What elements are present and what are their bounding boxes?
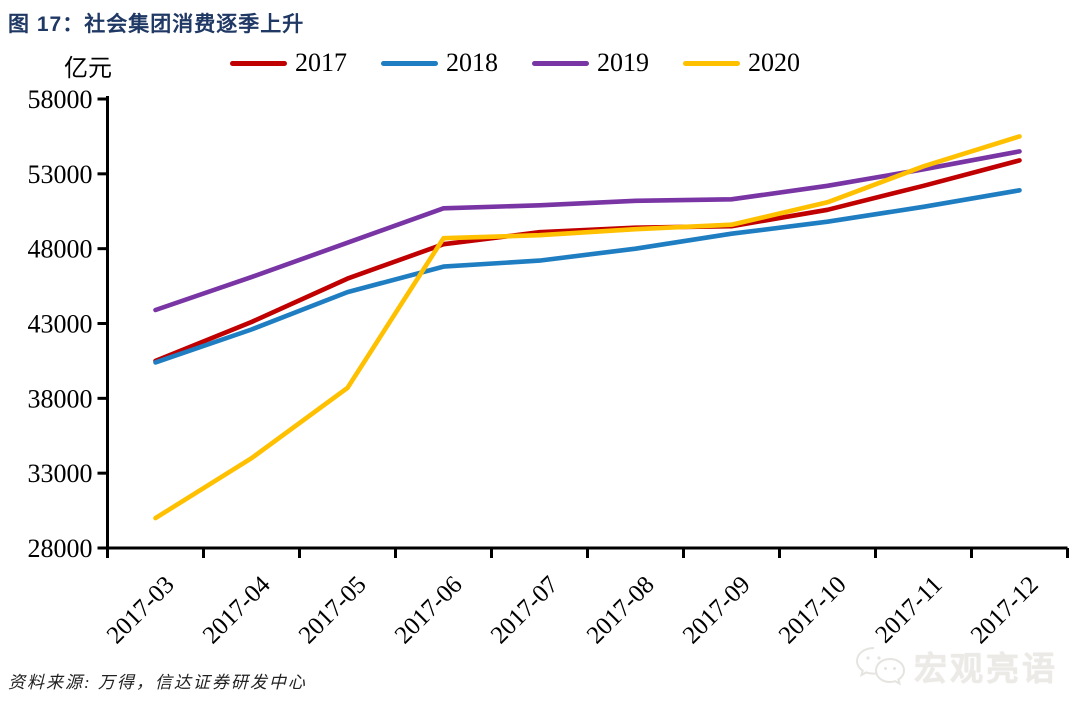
legend-label-2019: 2019: [597, 48, 649, 77]
legend-swatch-2018: [381, 60, 438, 66]
y-axis-unit-label: 亿元: [64, 56, 112, 82]
chart-legend: 2017 2018 2019 2020: [230, 50, 800, 76]
x-tick-label: 2017-03: [102, 571, 180, 649]
x-tick-label: 2017-04: [198, 571, 276, 649]
y-tick-label: 43000: [28, 310, 93, 339]
x-tick-label: 2017-12: [966, 571, 1044, 649]
x-tick-label: 2017-05: [294, 571, 372, 649]
legend-label-2018: 2018: [446, 48, 498, 77]
legend-swatch-2020: [683, 60, 740, 66]
legend-label-2020: 2020: [748, 48, 800, 77]
y-tick-label: 28000: [28, 534, 93, 563]
legend-swatch-2019: [532, 60, 589, 66]
watermark: 宏观亮语: [854, 642, 1058, 690]
legend-label-2017: 2017: [295, 48, 347, 77]
line-chart: 28000 33000 38000 43000 48000 53000 58000 2017-…: [28, 85, 1069, 649]
x-tick-label: 2017-10: [774, 571, 852, 649]
y-tick-label: 48000: [28, 235, 93, 264]
y-tick-label: 33000: [28, 459, 93, 488]
legend-item-2017: 2017: [230, 50, 347, 76]
x-tick-label: 2017-08: [582, 571, 660, 649]
legend-item-2018: 2018: [381, 50, 498, 76]
y-tick-label: 38000: [28, 384, 93, 413]
series-line-2017: [153, 158, 1022, 364]
legend-item-2020: 2020: [683, 50, 800, 76]
y-tick-label: 53000: [28, 160, 93, 189]
watermark-text: 宏观亮语: [914, 650, 1058, 687]
series-line-2018: [153, 188, 1022, 365]
legend-item-2019: 2019: [532, 50, 649, 76]
x-tick-label: 2017-07: [486, 571, 564, 649]
x-tick-label: 2017-09: [678, 571, 756, 649]
series-line-2019: [153, 149, 1022, 313]
source-note: 资料来源: 万得，信达证券研发中心: [8, 673, 307, 692]
x-tick-label: 2017-11: [870, 571, 947, 648]
y-tick-label: 58000: [28, 85, 93, 114]
legend-swatch-2017: [230, 60, 287, 66]
series-line-2020: [153, 134, 1022, 521]
x-tick-label: 2017-06: [390, 571, 468, 649]
wechat-icon: [855, 647, 906, 686]
figure-title: 图 17：社会集团消费逐季上升: [8, 13, 305, 36]
